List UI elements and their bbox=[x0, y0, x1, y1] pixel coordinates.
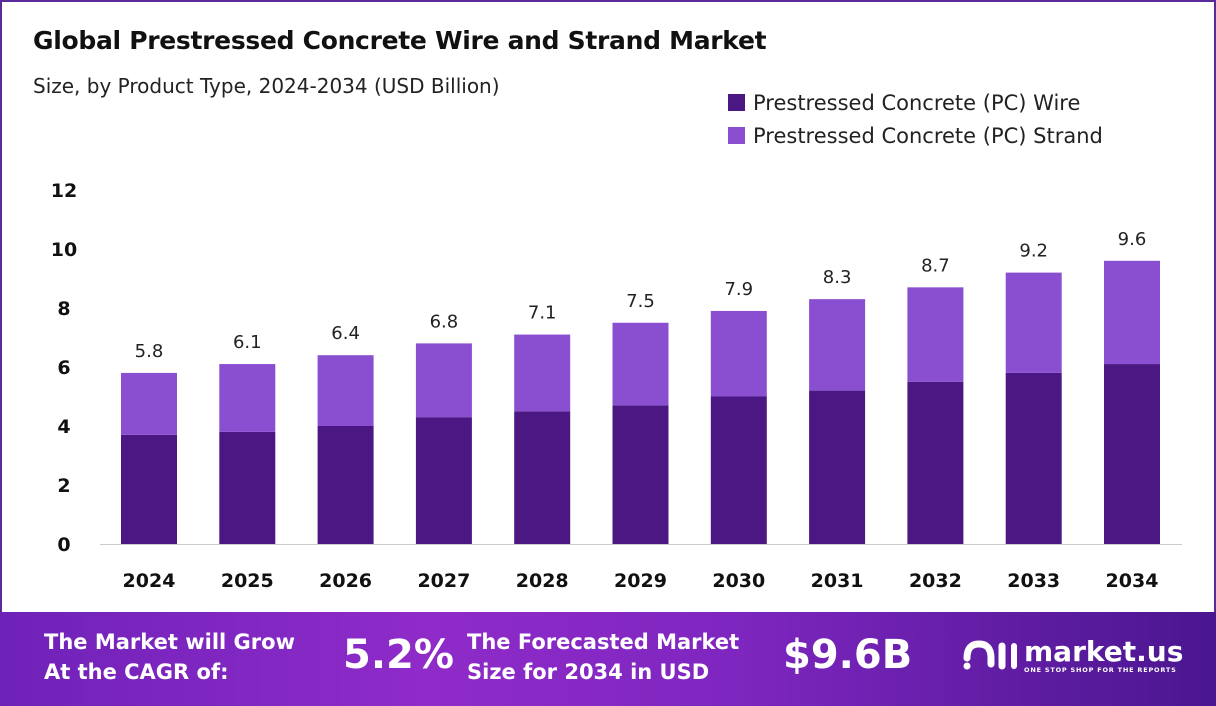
x-tick-label: 2034 bbox=[1106, 570, 1159, 592]
bar-segment-strand bbox=[710, 310, 767, 397]
y-tick-label: 2 bbox=[57, 475, 70, 497]
x-tick-label: 2032 bbox=[909, 570, 962, 592]
market-us-logo: market.us ONE STOP SHOP FOR THE REPORTS bbox=[962, 638, 1183, 674]
bar-segment-wire bbox=[121, 434, 177, 544]
bar-segment-wire bbox=[219, 431, 276, 544]
data-label-total: 7.9 bbox=[724, 279, 753, 300]
bar-segment-wire bbox=[809, 390, 866, 544]
bar-segment-strand bbox=[514, 334, 571, 412]
legend-item-wire: Prestressed Concrete (PC) Wire bbox=[728, 86, 1103, 119]
footer-banner: The Market will Grow At the CAGR of: 5.2… bbox=[0, 612, 1216, 706]
data-label-total: 6.4 bbox=[331, 323, 360, 344]
bar-segment-wire bbox=[1104, 364, 1160, 544]
forecast-label-line2: Size for 2034 in USD bbox=[467, 660, 710, 684]
legend-item-strand: Prestressed Concrete (PC) Strand bbox=[728, 119, 1103, 152]
cagr-label-line1: The Market will Grow bbox=[44, 630, 295, 654]
forecast-value: $9.6B bbox=[783, 632, 913, 678]
bar-segment-strand bbox=[907, 287, 964, 382]
data-label-total: 9.2 bbox=[1019, 241, 1048, 262]
logo-tagline: ONE STOP SHOP FOR THE REPORTS bbox=[1024, 666, 1177, 674]
y-tick-label: 12 bbox=[51, 180, 77, 202]
data-label-total: 7.1 bbox=[528, 303, 557, 324]
y-tick-label: 0 bbox=[57, 534, 70, 556]
data-label-total: 9.6 bbox=[1118, 229, 1147, 250]
bar-segment-strand bbox=[809, 299, 866, 391]
x-tick-label: 2030 bbox=[712, 570, 765, 592]
data-label-total: 7.5 bbox=[626, 291, 655, 312]
x-tick-label: 2026 bbox=[319, 570, 372, 592]
legend-swatch-wire bbox=[728, 94, 745, 111]
legend-label-wire: Prestressed Concrete (PC) Wire bbox=[753, 90, 1081, 115]
y-tick-label: 4 bbox=[57, 416, 70, 438]
legend-label-strand: Prestressed Concrete (PC) Strand bbox=[753, 123, 1103, 148]
data-label-total: 5.8 bbox=[135, 341, 164, 362]
bar-segment-wire bbox=[907, 381, 964, 544]
x-tick-label: 2031 bbox=[811, 570, 864, 592]
bar-chart: 0 2 4 6 8 10 12 5.8 2024 6.1 2025 6.4 2026 6.8 2027 7.1… bbox=[51, 180, 1182, 592]
legend: Prestressed Concrete (PC) Wire Prestress… bbox=[728, 86, 1103, 152]
x-tick-label: 2029 bbox=[614, 570, 667, 592]
bar-segment-strand bbox=[415, 343, 472, 418]
bar-segment-strand bbox=[1005, 272, 1062, 373]
cagr-value: 5.2% bbox=[343, 632, 454, 678]
bar-segment-strand bbox=[219, 364, 276, 432]
x-tick-label: 2027 bbox=[417, 570, 470, 592]
chart-title: Global Prestressed Concrete Wire and Str… bbox=[33, 26, 767, 55]
chart-subtitle: Size, by Product Type, 2024-2034 (USD Bi… bbox=[33, 74, 500, 98]
x-tick-label: 2025 bbox=[221, 570, 274, 592]
x-tick-label: 2028 bbox=[516, 570, 569, 592]
y-tick-label: 8 bbox=[57, 298, 70, 320]
data-label-total: 6.8 bbox=[430, 311, 459, 332]
logo-name: market.us bbox=[1024, 635, 1184, 668]
legend-swatch-strand bbox=[728, 127, 745, 144]
bar-segment-wire bbox=[1005, 372, 1062, 544]
data-label-total: 6.1 bbox=[233, 332, 262, 353]
cagr-label-line2: At the CAGR of: bbox=[44, 660, 229, 684]
data-label-total: 8.3 bbox=[823, 267, 852, 288]
bar-segment-wire bbox=[317, 426, 374, 544]
bar-segment-strand bbox=[317, 355, 374, 426]
bar-segment-wire bbox=[415, 417, 472, 544]
y-tick-label: 10 bbox=[51, 239, 77, 261]
bar-segment-strand bbox=[1104, 260, 1160, 365]
bar-segment-strand bbox=[121, 372, 177, 435]
x-tick-label: 2024 bbox=[123, 570, 176, 592]
bar-segment-wire bbox=[710, 396, 767, 544]
data-label-total: 8.7 bbox=[921, 255, 950, 276]
bar-segment-strand bbox=[612, 322, 669, 406]
x-tick-label: 2033 bbox=[1007, 570, 1060, 592]
forecast-label-line1: The Forecasted Market bbox=[467, 630, 740, 654]
y-tick-label: 6 bbox=[57, 357, 70, 379]
bar-segment-wire bbox=[514, 411, 571, 544]
market-us-logo-icon bbox=[963, 640, 1017, 670]
bar-segment-wire bbox=[612, 405, 669, 544]
